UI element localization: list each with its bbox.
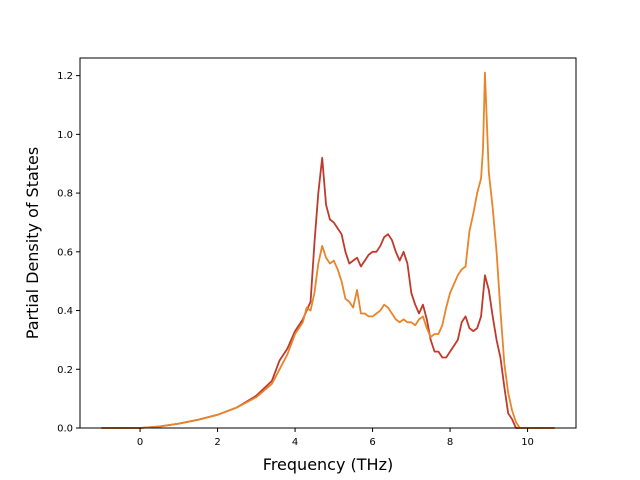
x-tick-label: 0 [137, 437, 143, 448]
y-tick-label: 0.4 [57, 306, 73, 317]
y-tick-label: 0.8 [57, 189, 73, 200]
plot-area [80, 58, 576, 428]
x-tick-label: 4 [292, 437, 298, 448]
x-tick-label: 10 [521, 437, 534, 448]
y-tick-label: 0.6 [57, 247, 73, 258]
x-tick-label: 6 [369, 437, 375, 448]
y-tick-label: 0.2 [57, 365, 73, 376]
y-tick-label: 1.2 [57, 71, 73, 82]
y-tick-label: 0.0 [57, 424, 73, 435]
x-tick-label: 2 [214, 437, 220, 448]
x-axis-label: Frequency (THz) [263, 455, 393, 474]
plot-frame [79, 57, 577, 429]
x-tick-label: 8 [447, 437, 453, 448]
series-line-2 [101, 71, 555, 429]
y-tick-label: 1.0 [57, 130, 73, 141]
series-layer [101, 71, 555, 429]
series-line-1 [101, 156, 555, 429]
y-axis-label: Partial Density of States [23, 147, 42, 339]
ticks-layer: 0 2 4 6 8 10 0.0 0.2 0.4 0.6 0.8 1.0 1.2 [57, 71, 534, 448]
